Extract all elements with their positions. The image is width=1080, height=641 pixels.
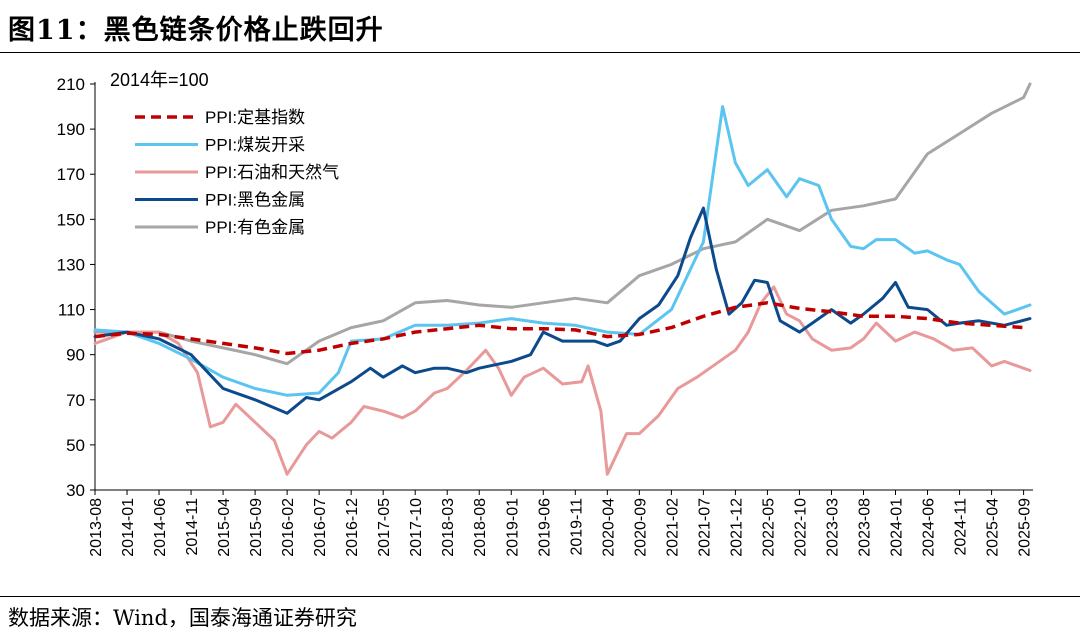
series-line-5 (93, 82, 1032, 366)
x-tick-label: 2016-02 (280, 498, 297, 557)
y-tick-label: 150 (57, 210, 85, 229)
y-tick-label: 30 (66, 481, 85, 500)
source-rule (0, 596, 1080, 597)
y-tick-label: 190 (57, 120, 85, 139)
y-tick-label: 210 (57, 75, 85, 94)
line-chart: 30 50 70 90 110 130 150 170 190 210 2013-08 2014-01… (57, 70, 1034, 557)
legend: PPI:定基指数 PPI:煤炭开采 PPI:石油和天然气 PPI:黑色金属 PPI:有色… (135, 108, 339, 237)
x-tick-label: 2024-11 (953, 498, 970, 556)
x-tick-label: 2020-09 (632, 498, 649, 557)
x-tick-label: 2019-11 (568, 498, 585, 556)
x-tick-label: 2024-06 (921, 498, 938, 557)
axes: 30 50 70 90 110 130 150 170 190 210 2013-08 2014-01… (57, 75, 1034, 557)
y-tick-label: 130 (57, 255, 85, 274)
x-tick-label: 2014-11 (184, 498, 201, 556)
x-tick-label: 2017-10 (408, 498, 425, 557)
title-rule (0, 52, 1080, 53)
legend-label: PPI:有色金属 (205, 218, 305, 237)
y-tick-label: 90 (66, 346, 85, 365)
x-tick-label: 2020-04 (600, 498, 617, 557)
x-tick-label: 2025-09 (1017, 498, 1034, 557)
series-line-1 (94, 301, 1024, 356)
legend-label: PPI:黑色金属 (205, 191, 305, 210)
x-tick-label: 2021-12 (728, 498, 745, 557)
x-tick-label: 2013-08 (88, 498, 105, 557)
x-tick-label: 2016-12 (344, 498, 361, 557)
x-tick-label: 2015-04 (216, 498, 233, 557)
legend-label: PPI:煤炭开采 (205, 136, 305, 155)
x-tick-label: 2025-04 (985, 498, 1002, 557)
x-tick-label: 2024-01 (889, 498, 906, 557)
x-tick-label: 2021-02 (664, 498, 681, 557)
x-tick-label: 2018-08 (472, 498, 489, 557)
x-tick-label: 2014-01 (120, 498, 137, 557)
x-tick-label: 2018-03 (440, 498, 457, 557)
x-tick-label: 2022-05 (760, 498, 777, 557)
series-line-4 (93, 206, 1032, 415)
series-line-2 (93, 105, 1032, 397)
x-tick-label: 2016-07 (312, 498, 329, 557)
x-tick-label: 2023-08 (856, 498, 873, 557)
y-tick-label: 170 (57, 165, 85, 184)
x-tick-label: 2022-10 (792, 498, 809, 557)
x-tick-label: 2021-07 (696, 498, 713, 557)
y-tick-label: 50 (66, 436, 85, 455)
legend-label: PPI:石油和天然气 (205, 163, 339, 182)
x-tick-label: 2014-06 (152, 498, 169, 557)
y-tick-label: 70 (66, 391, 85, 410)
y-tick-label: 110 (58, 301, 85, 320)
x-tick-label: 2015-09 (248, 498, 265, 557)
base-note: 2014年=100 (110, 70, 209, 90)
series-layer (93, 82, 1032, 476)
x-tick-label: 2019-01 (504, 498, 521, 557)
x-tick-label: 2023-03 (824, 498, 841, 557)
source-note: 数据来源：Wind，国泰海通证券研究 (8, 606, 357, 630)
series-line-3 (93, 285, 1032, 476)
legend-label: PPI:定基指数 (205, 108, 305, 127)
x-tick-label: 2019-06 (536, 498, 553, 557)
x-tick-label: 2017-05 (376, 498, 393, 557)
figure-title: 图11：黑色链条价格止跌回升 (8, 15, 384, 46)
